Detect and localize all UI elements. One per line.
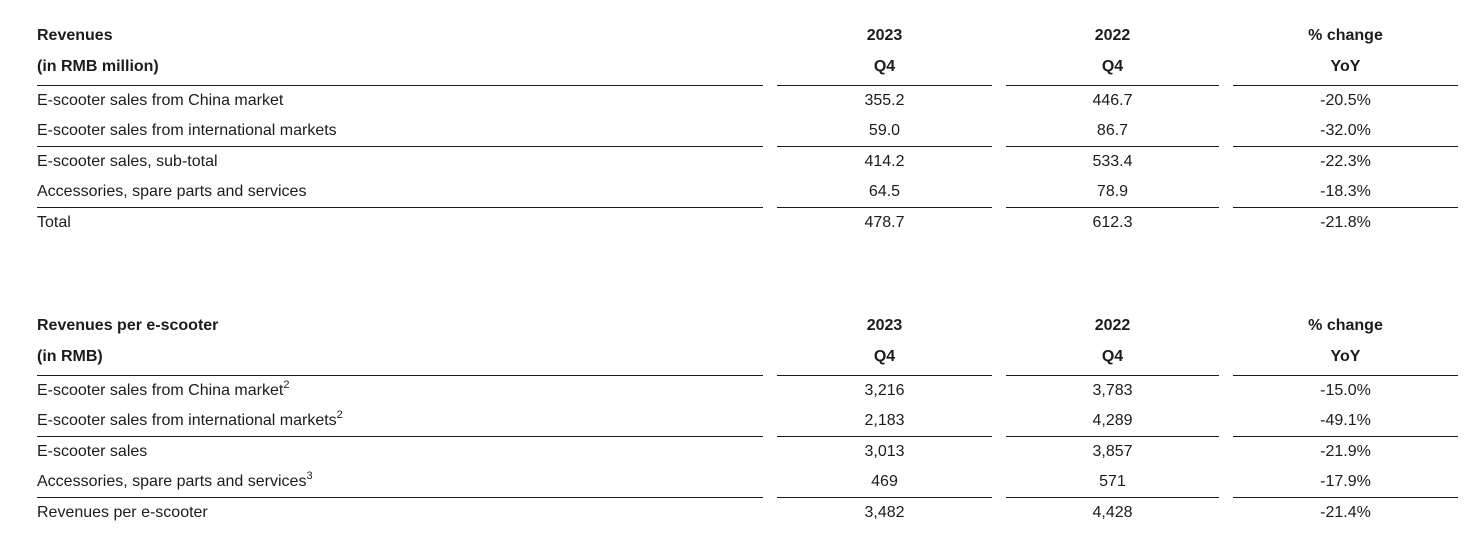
header-year-2022: 2022 <box>1094 316 1131 334</box>
value-2023-q4: 3,013 <box>864 442 905 460</box>
revenues-per-escooter-table: Revenues per e-scooter (in RMB) 2023 Q4 … <box>37 310 1458 529</box>
value-2023-q4: 355.2 <box>864 92 905 110</box>
value-yoy-change: -49.1% <box>1233 406 1458 437</box>
row-label: E-scooter sales from China market <box>37 86 763 117</box>
value-yoy-change: -18.3% <box>1233 178 1458 208</box>
value-2023-q4: 3,216 <box>864 381 905 399</box>
row-label-text: E-scooter sales from China market <box>37 381 284 399</box>
revenues-per-escooter-header: Revenues per e-scooter (in RMB) 2023 Q4 … <box>37 310 1458 376</box>
header-col-2023: 2023 Q4 <box>777 20 992 86</box>
row-label: E-scooter sales from international marke… <box>37 117 763 147</box>
table-row: Accessories, spare parts and services 64… <box>37 178 1458 208</box>
header-title-cell: Revenues per e-scooter (in RMB) <box>37 310 763 376</box>
row-label: E-scooter sales from international marke… <box>37 406 763 437</box>
table-row: E-scooter sales from China market 2 3,216… <box>37 376 1458 407</box>
header-col-change: % change YoY <box>1233 20 1458 86</box>
table-row: E-scooter sales, sub-total 414.2 533.4 -… <box>37 147 1458 178</box>
value-2022-q4: 446.7 <box>1092 92 1133 110</box>
revenues-table: Revenues (in RMB million) 2023 Q4 2022 Q… <box>37 20 1458 239</box>
value-2022-q4: 4,289 <box>1006 406 1219 437</box>
value-2022-q4: 533.4 <box>1092 153 1133 171</box>
value-2023-q4: 414.2 <box>864 153 905 171</box>
header-yoy: YoY <box>1330 58 1361 75</box>
row-label-text: E-scooter sales from international marke… <box>37 411 337 429</box>
value-2022-q4: 3,857 <box>1092 442 1133 460</box>
row-label-text: Revenues per e-scooter <box>37 503 208 521</box>
value-yoy-change: -21.4% <box>1320 503 1371 521</box>
table-row-total: Total 478.7 612.3 -21.8% <box>37 208 1458 239</box>
header-quarter-q4: Q4 <box>1101 347 1124 365</box>
value-yoy-change: -21.9% <box>1320 442 1371 460</box>
value-2023-q4: 469 <box>777 467 992 498</box>
row-label-text: Total <box>37 214 71 232</box>
row-label: E-scooter sales from China market 2 <box>37 378 290 399</box>
value-2023-q4: 59.0 <box>777 117 992 147</box>
header-pct-change: % change <box>1308 27 1383 44</box>
header-col-change: % change YoY <box>1233 310 1458 376</box>
table-title: Revenues <box>37 27 113 44</box>
value-yoy-change: -32.0% <box>1233 117 1458 147</box>
header-year-2023: 2023 <box>866 316 903 334</box>
header-yoy: YoY <box>1330 347 1361 365</box>
value-2022-q4: 78.9 <box>1006 178 1219 208</box>
value-2022-q4: 612.3 <box>1092 214 1133 232</box>
table-row: Accessories, spare parts and services 3 4… <box>37 467 1458 498</box>
row-label-text: E-scooter sales, sub-total <box>37 153 218 171</box>
header-quarter-q4: Q4 <box>1101 58 1124 75</box>
table-row-total: Revenues per e-scooter 3,482 4,428 -21.4… <box>37 498 1458 529</box>
header-pct-change: % change <box>1308 316 1383 334</box>
value-2022-q4: 86.7 <box>1006 117 1219 147</box>
row-label-text: Accessories, spare parts and services <box>37 183 307 201</box>
row-label-text: E-scooter sales <box>37 442 148 460</box>
header-col-2022: 2022 Q4 <box>1006 20 1219 86</box>
value-2023-q4: 478.7 <box>864 214 905 232</box>
header-col-2022: 2022 Q4 <box>1006 310 1219 376</box>
table-row: E-scooter sales from international marke… <box>37 117 1458 147</box>
value-yoy-change: -20.5% <box>1320 92 1371 110</box>
row-label-text: E-scooter sales from China market <box>37 92 284 110</box>
header-quarter-q4: Q4 <box>873 347 896 365</box>
revenues-table-header: Revenues (in RMB million) 2023 Q4 2022 Q… <box>37 20 1458 86</box>
table-unit: (in RMB) <box>37 347 103 365</box>
value-yoy-change: -22.3% <box>1320 153 1371 171</box>
row-label-text: Accessories, spare parts and services <box>37 472 307 490</box>
financial-results-sheet: Revenues (in RMB million) 2023 Q4 2022 Q… <box>37 20 1458 529</box>
table-row: E-scooter sales from international marke… <box>37 406 1458 437</box>
value-yoy-change: -17.9% <box>1233 467 1458 498</box>
row-label: E-scooter sales, sub-total <box>37 147 763 178</box>
row-label: E-scooter sales <box>37 437 763 468</box>
header-year-2023: 2023 <box>866 27 903 44</box>
header-year-2022: 2022 <box>1094 27 1131 44</box>
value-2023-q4: 64.5 <box>777 178 992 208</box>
table-title: Revenues per e-scooter <box>37 316 219 334</box>
table-row: E-scooter sales 3,013 3,857 -21.9% <box>37 437 1458 468</box>
table-unit: (in RMB million) <box>37 58 159 75</box>
row-label: Accessories, spare parts and services 3 <box>37 467 763 498</box>
row-label: Total <box>37 208 763 239</box>
header-quarter-q4: Q4 <box>873 58 896 75</box>
value-2023-q4: 3,482 <box>864 503 905 521</box>
value-yoy-change: -21.8% <box>1320 214 1371 232</box>
row-label: Accessories, spare parts and services <box>37 178 763 208</box>
value-2022-q4: 3,783 <box>1092 381 1133 399</box>
row-label-text: E-scooter sales from international marke… <box>37 122 337 140</box>
header-col-2023: 2023 Q4 <box>777 310 992 376</box>
value-2023-q4: 2,183 <box>777 406 992 437</box>
row-label: Revenues per e-scooter <box>37 498 763 529</box>
value-2022-q4: 571 <box>1006 467 1219 498</box>
header-title-cell: Revenues (in RMB million) <box>37 20 763 86</box>
value-2022-q4: 4,428 <box>1092 503 1133 521</box>
table-row: E-scooter sales from China market 355.2 … <box>37 86 1458 117</box>
value-yoy-change: -15.0% <box>1320 381 1371 399</box>
